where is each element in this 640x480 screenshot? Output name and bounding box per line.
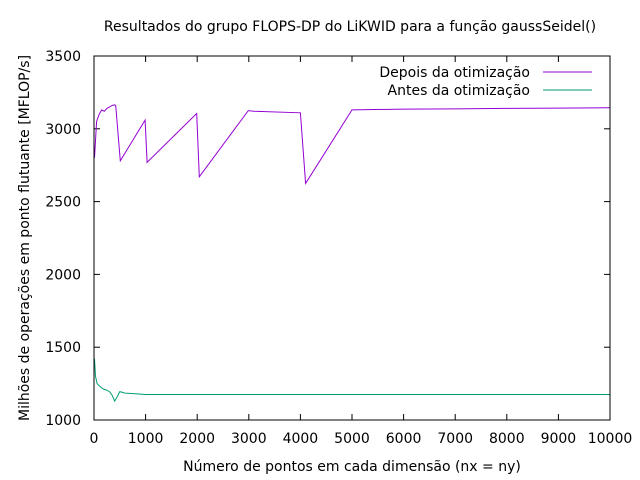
series-line-2 (94, 358, 610, 403)
x-axis-label: Número de pontos em cada dimensão (nx = … (183, 459, 521, 475)
series-line-1 (94, 104, 611, 185)
x-tick-label: 9000 (541, 431, 577, 447)
y-tick-label: 3000 (45, 122, 81, 138)
series-lines (94, 104, 611, 403)
x-tick-label: 7000 (437, 431, 473, 447)
y-tick-label: 2500 (45, 195, 81, 211)
x-tick-label: 6000 (386, 431, 422, 447)
y-tick-label: 1500 (45, 340, 81, 356)
y-axis-label: Milhões de operações em ponto flutuante … (17, 55, 33, 421)
legend: Depois da otimização Antes da otimização (379, 65, 592, 99)
x-tick-label: 2000 (179, 431, 215, 447)
x-tick-labels: 0 1000 2000 3000 4000 5000 6000 7000 8000 9000 100… (90, 431, 633, 447)
y-tick-labels: 1000 1500 2000 2500 3000 3500 (45, 49, 81, 429)
x-tick-label: 3000 (231, 431, 267, 447)
x-tick-label: 4000 (283, 431, 319, 447)
legend-label-1: Depois da otimização (379, 65, 530, 81)
x-tick-label: 10000 (588, 431, 633, 447)
plot-frame (93, 55, 611, 421)
x-tick-label: 1000 (128, 431, 164, 447)
x-tick-label: 0 (90, 431, 99, 447)
legend-label-2: Antes da otimização (388, 83, 530, 99)
y-tick-label: 2000 (45, 267, 81, 283)
chart-title: Resultados do grupo FLOPS-DP do LiKWID p… (104, 19, 596, 35)
x-tick-label: 5000 (334, 431, 370, 447)
y-tick-label: 1000 (45, 413, 81, 429)
x-tick-label: 8000 (489, 431, 525, 447)
y-tick-label: 3500 (45, 49, 81, 65)
